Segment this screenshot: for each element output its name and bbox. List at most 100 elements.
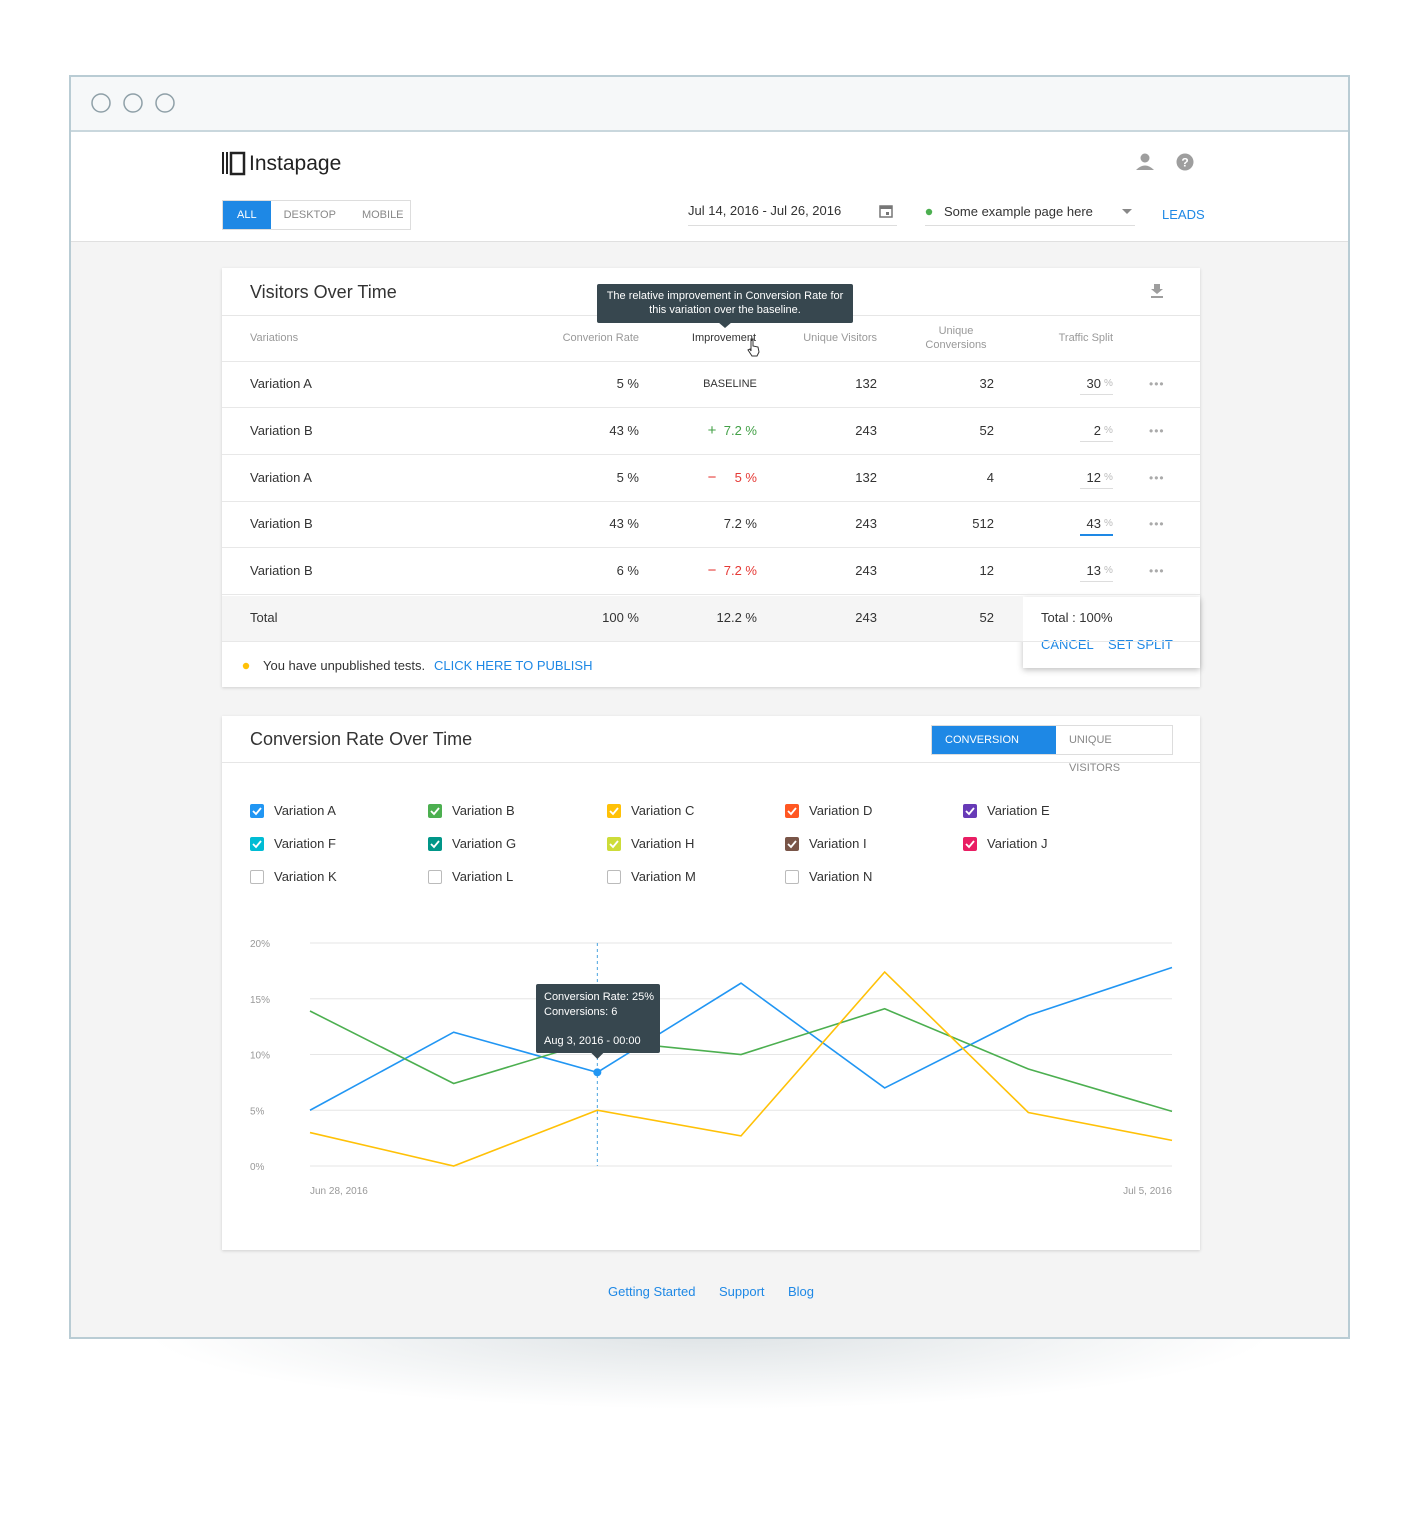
- check-mark: [430, 840, 440, 849]
- cell-conversions: 52: [979, 422, 994, 438]
- tooltip-arrow: [591, 1053, 604, 1059]
- cursor-icon: [747, 338, 760, 357]
- cell-name: Variation B: [250, 563, 313, 579]
- user-icon[interactable]: [1136, 153, 1154, 171]
- metric-toggle: CONVERSION RATE UNIQUE VISITORS: [931, 725, 1173, 774]
- cell-rate: 6 %: [616, 563, 639, 579]
- calendar-icon[interactable]: [879, 204, 893, 218]
- row-divider: [222, 594, 1200, 595]
- split-unit: %: [1104, 518, 1113, 530]
- cell-improvement-sign: +: [707, 421, 717, 439]
- legend-checkbox[interactable]: [250, 870, 264, 884]
- legend-label: Variation H: [631, 836, 695, 851]
- logo-text: Instapage: [249, 152, 342, 175]
- cell-improvement: 7.2 %: [723, 422, 757, 438]
- window-shadow: [140, 1330, 1280, 1410]
- window-button[interactable]: [155, 93, 175, 113]
- help-icon[interactable]: ?: [1176, 153, 1194, 171]
- legend-checkbox[interactable]: [428, 870, 442, 884]
- footer-link[interactable]: Blog: [788, 1284, 815, 1299]
- download-icon[interactable]: [1150, 283, 1166, 299]
- total-rate: 100 %: [602, 610, 639, 625]
- cell-improvement-sign: −: [707, 468, 717, 486]
- column-header: Converion Rate: [562, 332, 639, 344]
- window-button[interactable]: [123, 93, 143, 113]
- split-input[interactable]: 12: [1086, 469, 1101, 485]
- legend-label: Variation B: [452, 803, 515, 818]
- check-mark: [965, 807, 975, 816]
- metric-toggle-button[interactable]: UNIQUE VISITORS: [1068, 734, 1121, 774]
- legend-checkbox[interactable]: [428, 837, 442, 851]
- legend-checkbox[interactable]: [607, 837, 621, 851]
- footer-link[interactable]: Support: [719, 1284, 765, 1299]
- y-tick-label: 20%: [250, 939, 270, 950]
- y-tick-label: 5%: [250, 1106, 265, 1117]
- cell-conversions: 32: [979, 376, 994, 391]
- split-input[interactable]: 43: [1086, 516, 1101, 532]
- legend-checkbox[interactable]: [607, 804, 621, 818]
- legend-checkbox[interactable]: [250, 837, 264, 851]
- card-title: Conversion Rate Over Time: [250, 729, 473, 749]
- row-divider: [222, 547, 1200, 548]
- date-range[interactable]: Jul 14, 2016 - Jul 26, 2016: [688, 203, 842, 218]
- legend-label: Variation A: [274, 803, 336, 818]
- logo-icon: [222, 151, 246, 176]
- split-input[interactable]: 13: [1086, 563, 1101, 579]
- total-label: Total: [250, 610, 278, 625]
- row-menu[interactable]: •••: [1149, 377, 1165, 391]
- device-tab[interactable]: ALL: [223, 201, 271, 229]
- split-input[interactable]: 2: [1093, 422, 1101, 438]
- tooltip-rate: Conversion Rate: 25%: [544, 991, 655, 1003]
- leads-link[interactable]: LEADS: [1162, 207, 1205, 222]
- cell-visitors: 243: [855, 422, 877, 438]
- tooltip-arrow: [718, 322, 732, 328]
- legend-checkbox[interactable]: [785, 804, 799, 818]
- legend-label: Variation M: [631, 869, 696, 884]
- legend-label: Variation J: [987, 836, 1048, 851]
- cell-conversions: 12: [979, 563, 994, 579]
- legend-checkbox[interactable]: [963, 837, 977, 851]
- cell-name: Variation A: [250, 376, 312, 391]
- split-underline: [1080, 487, 1113, 489]
- legend-checkbox[interactable]: [963, 804, 977, 818]
- select-caret[interactable]: [1121, 208, 1133, 216]
- device-tab[interactable]: DESKTOP: [283, 209, 336, 221]
- legend-checkbox[interactable]: [250, 804, 264, 818]
- split-input[interactable]: 30: [1086, 376, 1101, 391]
- tooltip-date: Aug 3, 2016 - 00:00: [544, 1035, 641, 1047]
- app-header: [71, 132, 1348, 242]
- cell-rate: 5 %: [616, 376, 639, 391]
- cancel-button[interactable]: CANCEL: [1041, 637, 1094, 652]
- series-line: [309, 970, 1173, 1167]
- window-button[interactable]: [91, 93, 111, 113]
- row-divider: [222, 407, 1200, 408]
- header-tooltip: The relative improvement in Conversion R…: [597, 284, 853, 323]
- legend-checkbox[interactable]: [785, 837, 799, 851]
- legend-label: Variation C: [631, 803, 695, 818]
- page-select[interactable]: Some example page here: [944, 204, 1093, 219]
- publish-link[interactable]: CLICK HERE TO PUBLISH: [434, 658, 593, 673]
- legend-checkbox[interactable]: [785, 870, 799, 884]
- legend-label: Variation I: [809, 836, 867, 851]
- check-mark: [252, 840, 262, 849]
- row-menu[interactable]: •••: [1149, 470, 1165, 485]
- footer-link[interactable]: Getting Started: [608, 1284, 696, 1299]
- column-header: Traffic Split: [1058, 332, 1113, 344]
- row-menu[interactable]: •••: [1149, 517, 1165, 532]
- row-divider: [222, 641, 1200, 642]
- total-improvement: 12.2 %: [716, 610, 757, 625]
- split-total: Total : 100%: [1041, 610, 1113, 625]
- set-split-button[interactable]: SET SPLIT: [1108, 637, 1173, 652]
- cell-rate: 5 %: [616, 469, 639, 485]
- row-menu[interactable]: •••: [1149, 423, 1165, 438]
- cell-visitors: 243: [855, 563, 877, 579]
- row-menu[interactable]: •••: [1149, 564, 1165, 579]
- legend-checkbox[interactable]: [428, 804, 442, 818]
- device-tab[interactable]: MOBILE: [361, 209, 404, 221]
- cell-improvement: 5 %: [734, 469, 757, 485]
- legend-checkbox[interactable]: [607, 870, 621, 884]
- metric-toggle-button[interactable]: CONVERSION RATE: [932, 726, 1056, 774]
- legend-label: Variation F: [274, 836, 336, 851]
